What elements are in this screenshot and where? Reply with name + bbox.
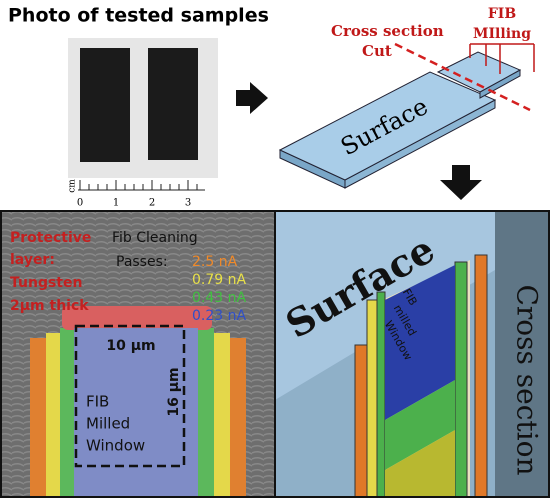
window-label: FIB — [86, 393, 109, 411]
current-label: 2.5 nA — [192, 254, 238, 270]
stripe-orange — [230, 338, 246, 498]
floor-green — [385, 380, 455, 470]
protective-label: layer: — [10, 252, 55, 268]
cross-section-region — [495, 211, 549, 497]
cut-label: Cross section — [331, 22, 444, 40]
fib-arrows — [469, 43, 535, 74]
ruler-label: 2 — [149, 198, 155, 209]
window-label: Window — [86, 437, 145, 455]
protective-label: Tungsten — [10, 275, 82, 291]
arrow-down — [440, 165, 482, 200]
sample — [80, 48, 130, 162]
arrow-right — [236, 82, 268, 114]
ruler-label: 0 — [77, 198, 83, 209]
ruler-label: 1 — [113, 198, 119, 209]
window-floor — [385, 265, 455, 420]
protective-layer — [62, 306, 212, 330]
ruler-label: 3 — [185, 198, 191, 209]
fib-label: MIlling — [473, 26, 531, 42]
cleaning-label: Passes: — [116, 254, 168, 270]
wall-green — [454, 261, 468, 498]
width-label: 10 µm — [106, 338, 155, 354]
cleaning-label: Fib Cleaning — [112, 230, 198, 246]
protective-label: 2µm thick — [10, 298, 89, 314]
cross-section-label: Cross section — [511, 284, 544, 475]
stripe-yellow — [46, 333, 60, 498]
ruler — [78, 180, 205, 191]
bracket — [469, 43, 535, 74]
ruler-ticks — [79, 180, 198, 190]
wall-orange — [474, 254, 488, 498]
fib-label: FIB — [488, 6, 516, 22]
photo-title: Photo of tested samples — [8, 5, 269, 27]
plate-top — [278, 71, 497, 181]
window-outline — [74, 324, 186, 468]
stripe-green — [60, 328, 74, 498]
height-label: 16 µm — [166, 367, 182, 416]
wall-orange — [354, 344, 368, 498]
ruler-unit: cm — [68, 179, 78, 193]
protective-label: Protective — [10, 230, 91, 246]
current-label: 0.23 nA — [192, 308, 246, 324]
sample — [148, 48, 198, 160]
stripe-orange — [30, 338, 46, 498]
wall-yellow — [366, 299, 378, 498]
stripe-yellow — [214, 333, 230, 498]
current-label: 0.43 nA — [192, 290, 246, 306]
cut-label: Cut — [362, 42, 392, 60]
floor-yellow — [385, 430, 455, 497]
milled-window — [74, 328, 198, 498]
current-label: 0.79 nA — [192, 272, 246, 288]
stripe-green — [198, 328, 214, 498]
window-label: Milled — [86, 415, 130, 433]
